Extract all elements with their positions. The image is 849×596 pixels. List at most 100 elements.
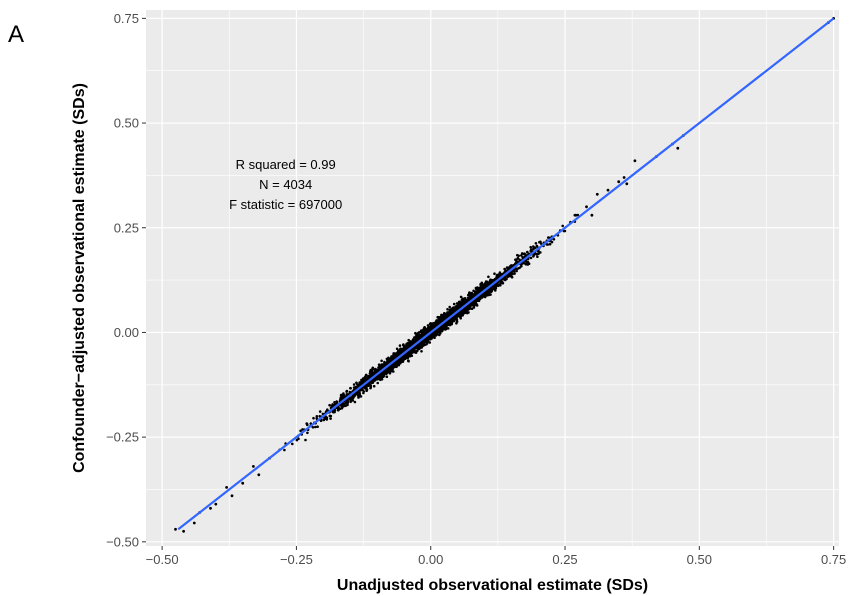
data-point (413, 339, 416, 343)
y-tick-label: −0.50 (106, 534, 139, 549)
data-point (348, 390, 352, 394)
data-point (372, 384, 376, 388)
data-point (390, 355, 393, 358)
data-point (539, 242, 543, 245)
data-point (532, 245, 535, 248)
data-point (477, 287, 481, 291)
data-point (344, 404, 348, 408)
data-point (316, 425, 319, 429)
grid-major (146, 10, 839, 546)
data-point (357, 396, 360, 399)
data-point (513, 271, 516, 275)
data-point (495, 274, 499, 278)
data-point (322, 418, 326, 422)
data-point (491, 288, 494, 291)
data-point (493, 287, 496, 291)
x-tick-label: 0.25 (552, 552, 577, 567)
data-point (420, 350, 423, 353)
data-point (336, 408, 340, 412)
data-point (440, 318, 444, 322)
data-point (339, 393, 343, 397)
data-point (443, 312, 446, 315)
data-point (488, 289, 491, 292)
data-point (333, 401, 336, 404)
data-point (461, 297, 465, 301)
data-point (507, 266, 511, 269)
data-point (445, 321, 449, 324)
plot-background (146, 10, 839, 546)
data-point (454, 306, 458, 310)
data-point (508, 274, 511, 278)
data-point (440, 313, 443, 317)
data-point (182, 529, 186, 533)
data-point (487, 293, 490, 297)
data-point (252, 465, 255, 468)
data-point (546, 243, 550, 246)
data-point (241, 481, 245, 485)
data-point (430, 335, 434, 339)
data-point (526, 263, 530, 266)
data-point (477, 299, 481, 303)
data-point (346, 399, 350, 402)
data-point (515, 258, 518, 261)
data-point (539, 251, 542, 254)
data-point (405, 354, 409, 357)
data-point (315, 417, 319, 420)
data-point (370, 369, 374, 373)
data-point (398, 351, 402, 355)
data-point (315, 415, 319, 418)
data-point (489, 293, 492, 296)
data-point (622, 176, 626, 179)
data-point (383, 371, 387, 375)
data-point (520, 254, 523, 257)
data-point (548, 242, 552, 246)
data-point (438, 319, 441, 322)
data-point (432, 332, 435, 336)
data-point (462, 308, 466, 312)
data-point (230, 494, 234, 498)
data-point (439, 332, 442, 335)
data-point (515, 269, 518, 273)
data-point (396, 352, 399, 356)
data-point (428, 341, 432, 344)
data-point (488, 279, 492, 283)
data-point (499, 283, 502, 287)
data-point (305, 422, 309, 426)
data-point (482, 294, 486, 298)
data-point (401, 357, 404, 360)
data-point (492, 278, 496, 282)
y-tick-label: 0.25 (114, 220, 139, 235)
data-point (380, 365, 384, 368)
data-point (425, 338, 429, 341)
data-point (520, 252, 524, 255)
data-point (420, 341, 423, 344)
data-point (465, 309, 469, 313)
data-point (381, 363, 384, 367)
data-point (346, 400, 350, 404)
data-point (214, 502, 218, 506)
data-point (371, 381, 375, 385)
data-point (438, 328, 442, 331)
data-point (304, 438, 307, 442)
data-point (590, 213, 594, 217)
data-point (510, 264, 513, 267)
data-point (413, 336, 416, 339)
data-point (552, 238, 556, 241)
x-tick-label: −0.25 (280, 552, 313, 567)
data-point (407, 352, 411, 356)
data-point (342, 402, 345, 406)
data-point (391, 357, 395, 360)
data-point (459, 304, 462, 307)
data-point (470, 307, 474, 311)
data-point (395, 347, 399, 351)
data-point (480, 281, 484, 285)
data-point (355, 381, 358, 385)
data-point (458, 300, 462, 304)
data-point (417, 331, 421, 334)
data-point (362, 390, 366, 393)
data-point (457, 314, 461, 317)
data-point (428, 336, 431, 339)
data-point (406, 356, 410, 360)
data-point (363, 377, 366, 380)
data-point (470, 292, 473, 295)
